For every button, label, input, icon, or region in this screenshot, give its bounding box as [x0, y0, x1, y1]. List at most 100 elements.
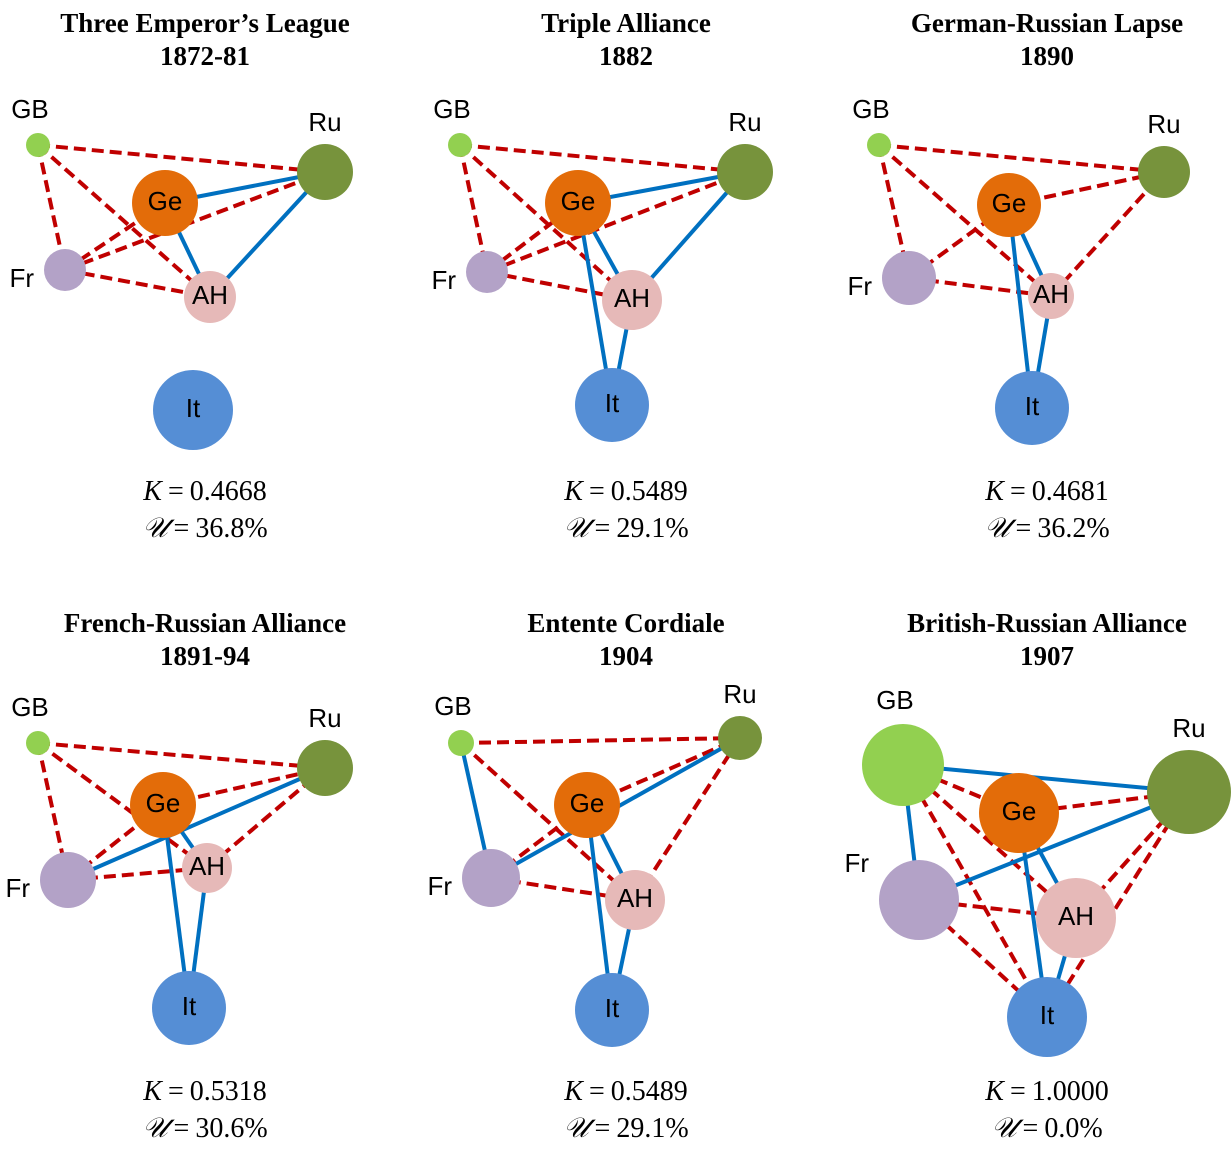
node: [602, 270, 662, 330]
k-value: K = 1.0000: [984, 1076, 1108, 1107]
node-label: It: [1040, 1000, 1055, 1030]
node: [867, 133, 891, 157]
node-label: GB: [11, 94, 49, 124]
node-label: AH: [617, 883, 653, 913]
k-number: 0.4668: [190, 476, 267, 507]
panel-title: Entente Cordiale: [527, 608, 724, 638]
node: [297, 144, 353, 200]
node-label: AH: [192, 280, 228, 310]
k-symbol: K: [984, 476, 1005, 507]
positive-edge: [208, 170, 327, 299]
k-number: 0.5318: [190, 1076, 267, 1107]
negative-edge: [36, 143, 212, 299]
node-label: Ru: [728, 107, 761, 137]
node: [862, 724, 944, 806]
negative-edge: [64, 268, 211, 299]
negative-edge: [459, 741, 637, 902]
node: [44, 249, 86, 291]
node-label: Ge: [146, 788, 181, 818]
k-symbol: K: [142, 476, 163, 507]
positive-edge: [902, 763, 1190, 794]
node: [1028, 273, 1074, 319]
node: [40, 852, 96, 908]
u-value: 𝒰 = 29.1%: [563, 1113, 688, 1144]
node-label: It: [605, 993, 620, 1023]
node: [297, 740, 353, 796]
u-symbol: 𝒰: [991, 1113, 1024, 1144]
node-label: It: [186, 393, 201, 423]
node-label: Fr: [427, 871, 452, 901]
equals: =: [1023, 1113, 1039, 1144]
node: [182, 843, 232, 893]
node: [554, 772, 620, 838]
k-symbol: K: [984, 1076, 1005, 1107]
u-value: 𝒰 = 29.1%: [563, 513, 688, 544]
panel-title: Three Emperor’s League: [60, 8, 349, 38]
equals: =: [168, 476, 184, 507]
k-number: 0.4681: [1032, 476, 1109, 507]
equals: =: [1010, 1076, 1026, 1107]
node: [717, 144, 773, 200]
equals: =: [595, 1113, 611, 1144]
negative-edge: [459, 143, 746, 174]
node: [26, 133, 50, 157]
k-value: K = 0.5489: [563, 1076, 687, 1107]
node: [995, 371, 1069, 445]
u-value: 𝒰 = 36.2%: [984, 513, 1109, 544]
node-label: Fr: [9, 263, 34, 293]
equals: =: [589, 1076, 605, 1107]
node: [605, 870, 665, 930]
node: [462, 849, 520, 907]
k-value: K = 0.5489: [563, 476, 687, 507]
node: [1007, 977, 1087, 1057]
negative-edge: [486, 170, 746, 274]
node: [1147, 750, 1231, 834]
panel-year: 1907: [1020, 641, 1074, 671]
equals: =: [168, 1076, 184, 1107]
node-label: Fr: [847, 271, 872, 301]
u-number: 36.8%: [195, 513, 267, 544]
panel-year: 1882: [599, 41, 653, 71]
node: [977, 173, 1041, 237]
panel-title: French-Russian Alliance: [64, 608, 346, 638]
panel-year: 1872-81: [160, 41, 250, 71]
node-label: GB: [434, 691, 472, 721]
node-label: Ru: [1172, 713, 1205, 743]
u-symbol: 𝒰: [142, 513, 175, 544]
node-label: Fr: [5, 873, 30, 903]
node-label: Fr: [844, 848, 869, 878]
positive-edge: [67, 766, 326, 882]
negative-edge: [877, 143, 1053, 298]
node: [575, 368, 649, 442]
node-label: AH: [189, 851, 225, 881]
u-number: 36.2%: [1037, 513, 1109, 544]
equals: =: [589, 476, 605, 507]
k-value: K = 0.4681: [984, 476, 1108, 507]
node: [448, 133, 472, 157]
k-number: 1.0000: [1032, 1076, 1109, 1107]
negative-edge: [1049, 170, 1166, 298]
node-label: Ge: [992, 188, 1027, 218]
node-label: Ru: [308, 107, 341, 137]
k-symbol: K: [563, 1076, 584, 1107]
negative-edge: [633, 736, 742, 902]
negative-edge: [1045, 790, 1191, 1019]
node-label: GB: [433, 94, 471, 124]
k-value: K = 0.5318: [142, 1076, 266, 1107]
node-label: GB: [852, 94, 890, 124]
node-label: Ru: [308, 703, 341, 733]
u-symbol: 𝒰: [563, 513, 596, 544]
negative-edge: [64, 170, 326, 272]
negative-edge: [901, 764, 1049, 1018]
node-label: Ge: [570, 788, 605, 818]
node: [1036, 878, 1116, 958]
node-label: GB: [876, 685, 914, 715]
u-number: 30.6%: [195, 1113, 267, 1144]
u-value: 𝒰 = 30.6%: [142, 1113, 267, 1144]
u-symbol: 𝒰: [142, 1113, 175, 1144]
